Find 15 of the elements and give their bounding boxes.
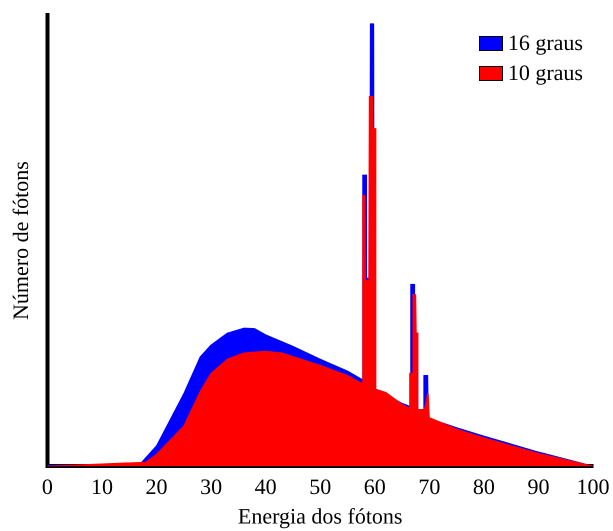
x-tick-label: 50	[309, 474, 332, 500]
x-tick-label: 30	[200, 474, 222, 500]
x-tick-label: 90	[527, 474, 550, 500]
x-tick-label: 70	[418, 474, 440, 500]
legend-label: 16 graus	[508, 30, 583, 56]
x-tick-label: 0	[42, 474, 53, 500]
x-tick-label: 10	[90, 474, 113, 500]
x-tick-label: 20	[146, 474, 168, 500]
x-axis-title: Energia dos fótons	[238, 504, 402, 529]
x-tick-label: 40	[254, 474, 277, 500]
x-tick-label: 80	[472, 474, 495, 500]
x-tick-label: 60	[364, 474, 386, 500]
x-tick-label: 100	[576, 474, 610, 500]
y-axis-title: Número de fótons	[8, 161, 33, 320]
legend-label: 10 graus	[508, 60, 583, 86]
